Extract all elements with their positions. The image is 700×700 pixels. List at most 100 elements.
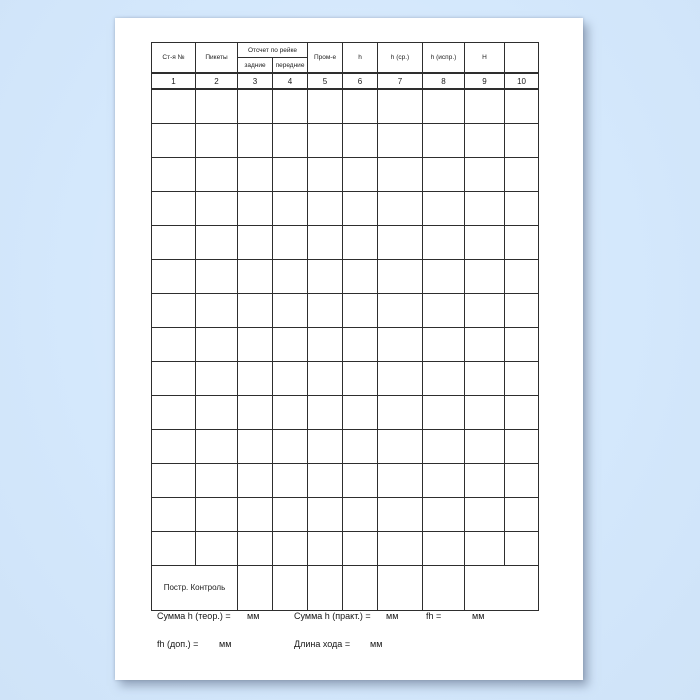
empty-cell (307, 292, 344, 328)
empty-cell (342, 224, 379, 260)
table-row (151, 224, 540, 260)
empty-cell (422, 326, 466, 362)
table-row (151, 360, 540, 396)
empty-cell (377, 224, 424, 260)
table-row (151, 394, 540, 430)
empty-cell (307, 88, 344, 124)
table-row (151, 292, 540, 328)
empty-cell (377, 462, 424, 498)
empty-cell (195, 360, 238, 396)
fh-dop-unit: мм (219, 639, 232, 649)
data-rows-body (151, 88, 540, 566)
table-row (151, 326, 540, 362)
empty-cell (377, 394, 424, 430)
empty-cell (151, 292, 196, 328)
empty-cell (237, 156, 273, 192)
empty-cell (377, 496, 424, 532)
empty-cell (195, 292, 238, 328)
empty-cell (464, 258, 506, 294)
empty-cell (464, 190, 506, 226)
empty-cell (195, 88, 238, 124)
empty-cell (422, 530, 466, 566)
empty-cell (151, 156, 196, 192)
empty-cell (195, 326, 238, 362)
empty-cell (342, 564, 379, 611)
document-page: Ст-я № Пикеты Отсчет по рейке Пром-е h h… (115, 18, 583, 680)
empty-cell (377, 258, 424, 294)
table-row (151, 496, 540, 532)
empty-cell (504, 462, 540, 498)
empty-cell (237, 326, 273, 362)
empty-cell (504, 258, 540, 294)
line-length-unit: мм (370, 639, 383, 649)
empty-cell (271, 564, 309, 611)
empty-cell (422, 564, 466, 611)
empty-cell (377, 530, 424, 566)
empty-cell (464, 122, 506, 158)
empty-cell-merged (464, 564, 540, 611)
empty-cell (504, 190, 540, 226)
empty-cell (195, 190, 238, 226)
empty-cell (307, 564, 344, 611)
empty-cell (504, 224, 540, 260)
empty-cell (151, 360, 196, 396)
column-number: 3 (237, 72, 273, 90)
column-number: 6 (342, 72, 379, 90)
empty-cell (377, 428, 424, 464)
header-empty (504, 42, 540, 74)
empty-cell (151, 496, 196, 532)
empty-cell (464, 496, 506, 532)
column-number: 2 (195, 72, 238, 90)
empty-cell (237, 394, 273, 430)
empty-cell (237, 122, 273, 158)
header-rod-reading-group: Отсчет по рейке (236, 42, 309, 58)
empty-cell (271, 496, 309, 532)
empty-cell (271, 394, 309, 430)
empty-cell (307, 496, 344, 532)
header-h-avg: h (ср.) (377, 42, 424, 74)
table-row (151, 258, 540, 294)
empty-cell (237, 258, 273, 294)
control-row-label-cell: Постр. Контроль (151, 564, 238, 611)
empty-cell (271, 292, 309, 328)
table-row (151, 88, 540, 124)
empty-cell (195, 394, 238, 430)
empty-cell (307, 360, 344, 396)
empty-cell (377, 292, 424, 328)
empty-cell (422, 88, 466, 124)
empty-cell (307, 530, 344, 566)
empty-cell (464, 88, 506, 124)
empty-cell (195, 258, 238, 294)
empty-cell (504, 496, 540, 532)
table-row (151, 122, 540, 158)
empty-cell (307, 224, 344, 260)
sum-h-theor-unit: мм (247, 611, 260, 621)
empty-cell (422, 190, 466, 226)
empty-cell (464, 394, 506, 430)
empty-cell (237, 190, 273, 226)
empty-cell (464, 326, 506, 362)
empty-cell (464, 292, 506, 328)
empty-cell (422, 394, 466, 430)
empty-cell (237, 428, 273, 464)
empty-cell (151, 122, 196, 158)
sum-h-theor-label: Сумма h (теор.) = (157, 611, 231, 621)
empty-cell (151, 394, 196, 430)
empty-cell (151, 88, 196, 124)
empty-cell (151, 428, 196, 464)
column-number: 8 (422, 72, 466, 90)
empty-cell (237, 292, 273, 328)
empty-cell (307, 190, 344, 226)
empty-cell (151, 258, 196, 294)
empty-cell (151, 326, 196, 362)
empty-cell (271, 122, 309, 158)
empty-cell (377, 190, 424, 226)
empty-cell (342, 360, 379, 396)
empty-cell (464, 156, 506, 192)
empty-cell (271, 326, 309, 362)
fh-dop-label: fh (доп.) = (157, 639, 199, 649)
empty-cell (504, 326, 540, 362)
empty-cell (342, 496, 379, 532)
table-row (151, 190, 540, 226)
